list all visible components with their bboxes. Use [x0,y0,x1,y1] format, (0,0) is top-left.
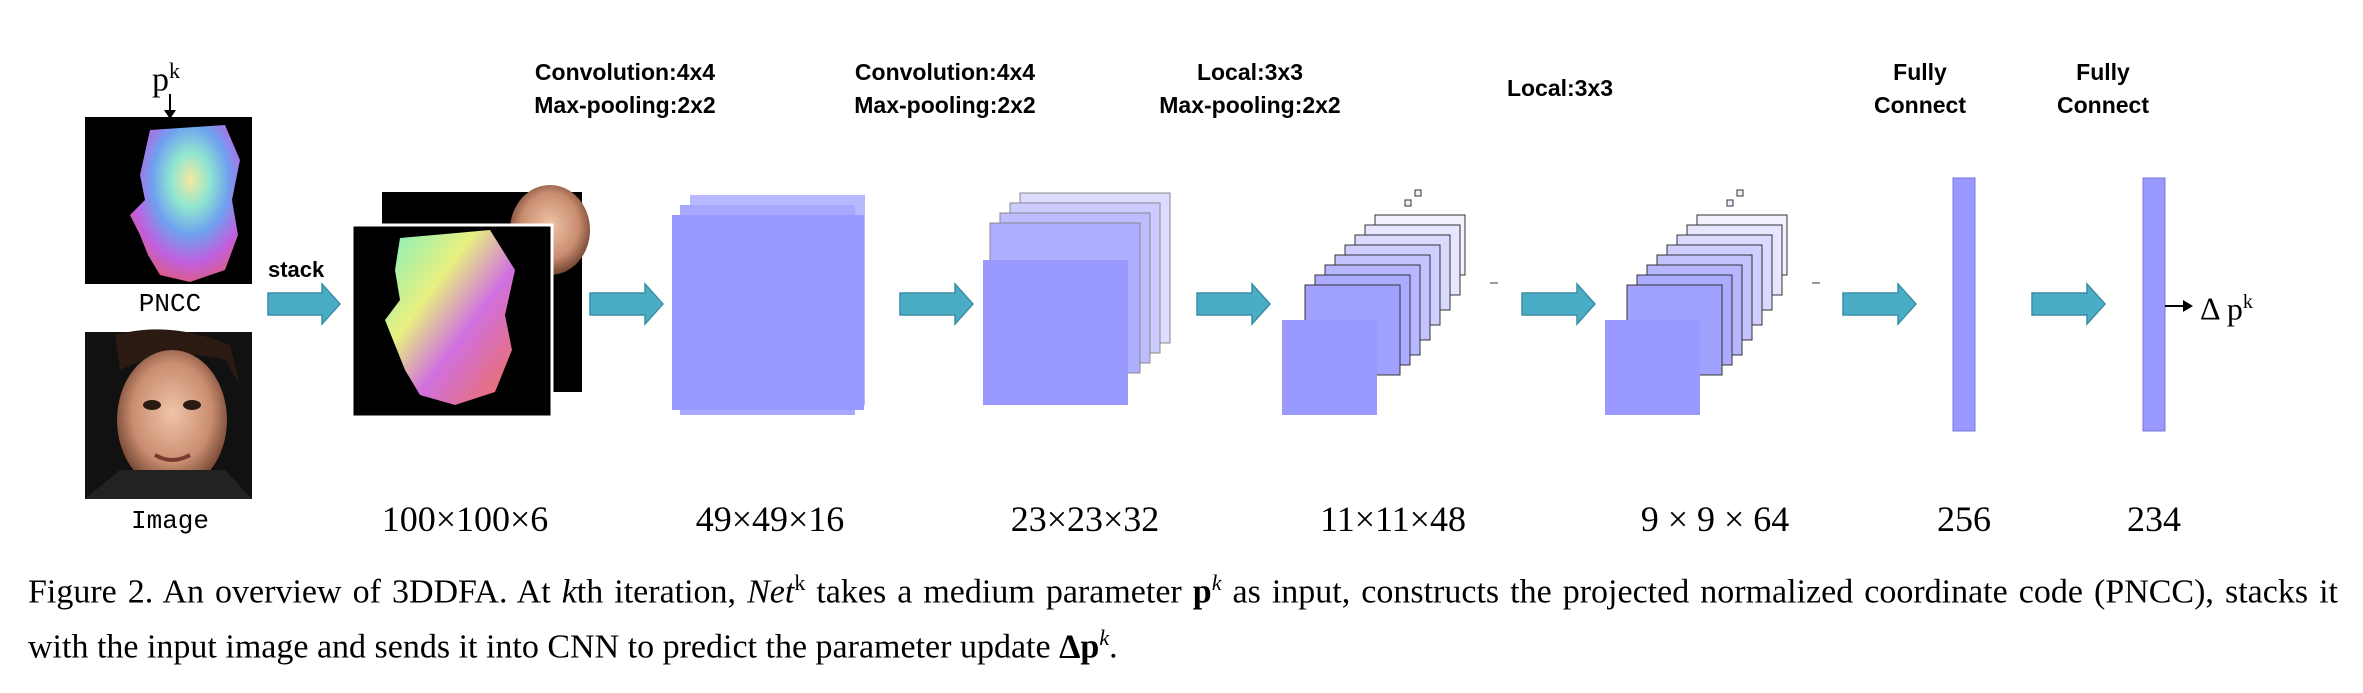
dim-label-conv1: 49×49×16 [695,499,845,539]
caption-dp: Δp [1059,628,1100,666]
local2-block [1605,189,1820,415]
stacked-input [350,185,590,419]
layer-header-fc1-line1: Fully [1893,59,1947,85]
layer-header-conv2-line2: Max-pooling:2x2 [854,92,1036,118]
stack-label: stack [268,257,325,282]
caption-text-1: Figure 2. An overview of 3DDFA. At [28,573,562,611]
dim-label-input: 100×100×6 [381,499,549,539]
arrow-6 [2031,282,2107,326]
caption-p-sup: k [1211,570,1222,595]
layer-header-conv2-line1: Convolution:4x4 [854,59,1036,85]
layer-header-local1: Local:3x3 Max-pooling:2x2 [1115,56,1385,122]
dim-label-fc1: 256 [1937,499,1991,539]
conv1-block [672,195,865,415]
caption-text-4: as input, constructs the projected norma… [28,573,2338,666]
layer-header-fc2-line2: Connect [2057,92,2149,118]
caption-p: p [1192,573,1212,611]
caption-text-3: takes a medium parameter [805,573,1193,611]
local1-block [1282,189,1498,415]
layer-header-conv1-line2: Max-pooling:2x2 [534,92,716,118]
pk-arrow [164,94,176,119]
pncc-image [85,117,252,284]
image-label: Image [130,506,209,536]
layer-header-fc1-line2: Connect [1874,92,1966,118]
dim-label-local1: 11×11×48 [1320,499,1466,539]
arrow-4 [1521,282,1597,326]
caption-k: k [561,573,577,611]
caption-net: Net [747,573,795,611]
caption-dp-sup: k [1099,625,1110,651]
caption-text-2: th iteration, [576,573,748,611]
layer-header-fc2-line1: Fully [2076,59,2130,85]
caption-text-5: . [1109,628,1118,666]
dim-label-fc2: 234 [2127,499,2181,539]
stack-arrow [267,282,342,326]
layer-header-conv1-line1: Convolution:4x4 [534,59,716,85]
pk-label: pk [152,52,180,99]
dim-label-conv2: 23×23×32 [1010,499,1160,539]
arrow-3 [1196,282,1272,326]
output-label-sup: k [2242,291,2253,313]
dim-label-local2: 9 × 9 × 64 [1640,499,1790,539]
fc1-bar [1952,177,1976,432]
caption-net-sup: k [794,570,806,595]
output-label-prefix: Δ p [2200,290,2243,327]
input-face-image [85,329,252,499]
fc2-bar [2142,177,2166,432]
layer-header-fc1: Fully Connect [1830,56,2010,122]
pk-label-base: p [152,61,169,99]
arrow-1 [589,282,665,326]
output-label: Δ pk [2200,282,2253,329]
conv2-block [983,192,1171,405]
output-arrow [2165,300,2193,312]
figure-caption: Figure 2. An overview of 3DDFA. At kth i… [28,560,2338,671]
layer-header-local1-line1: Local:3x3 [1196,59,1304,85]
layer-header-fc2: Fully Connect [2013,56,2193,122]
layer-header-conv1: Convolution:4x4 Max-pooling:2x2 [490,56,760,122]
pk-label-sup: k [169,58,180,83]
arrow-5 [1842,282,1918,326]
arrow-2 [899,282,975,326]
layer-header-local2-line1: Local:3x3 [1506,75,1614,101]
layer-header-local2: Local:3x3 [1425,72,1695,105]
layer-header-local1-line2: Max-pooling:2x2 [1159,92,1341,118]
layer-header-conv2: Convolution:4x4 Max-pooling:2x2 [810,56,1080,122]
pncc-label: PNCC [138,289,202,319]
